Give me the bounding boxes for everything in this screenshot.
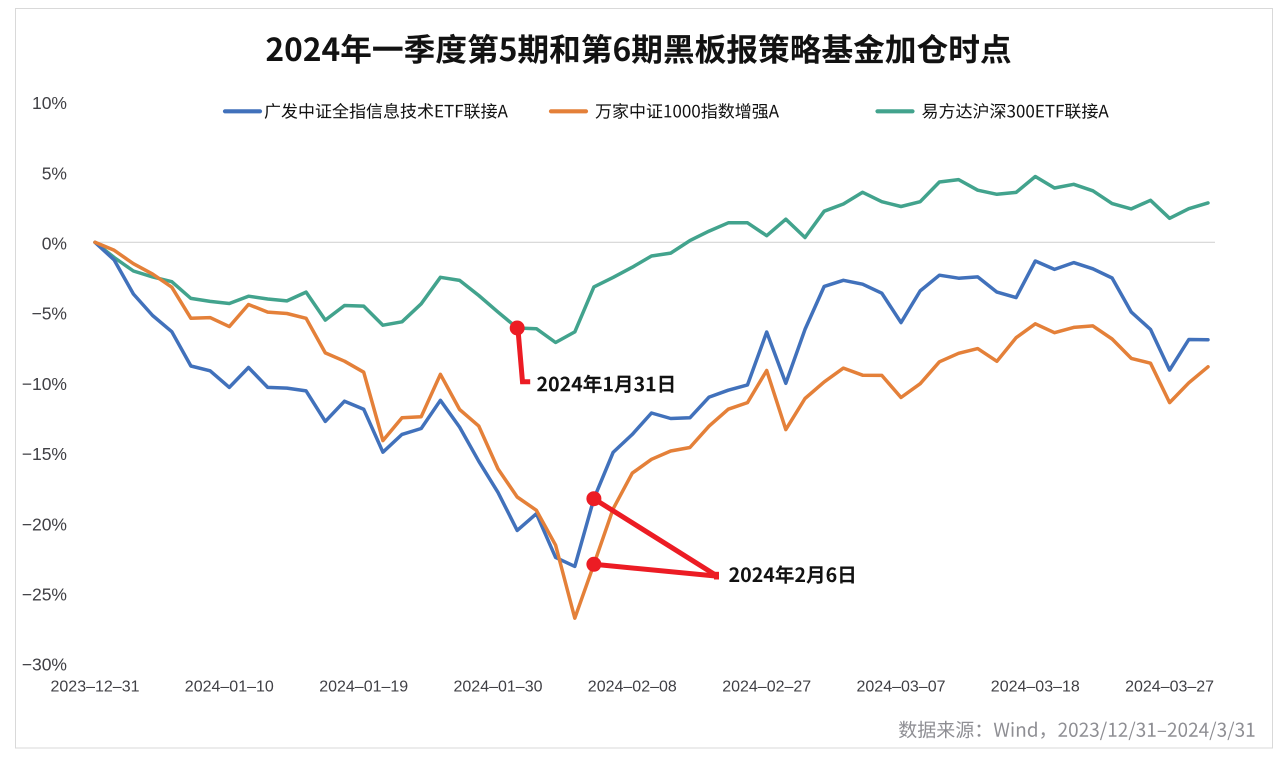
svg-text:2024–03–07: 2024–03–07: [857, 679, 946, 696]
svg-text:2024–03–27: 2024–03–27: [1125, 679, 1214, 696]
svg-text:2024–03–18: 2024–03–18: [991, 679, 1080, 696]
svg-text:2024–01–19: 2024–01–19: [319, 679, 408, 696]
svg-text:−15%: −15%: [22, 444, 67, 464]
svg-text:−20%: −20%: [22, 514, 67, 534]
svg-text:0%: 0%: [42, 234, 67, 254]
svg-text:−10%: −10%: [22, 374, 67, 394]
svg-text:2024–02–08: 2024–02–08: [588, 679, 677, 696]
svg-text:10%: 10%: [32, 93, 67, 113]
svg-text:−25%: −25%: [22, 585, 67, 605]
svg-text:−30%: −30%: [22, 655, 67, 675]
svg-text:2024–02–27: 2024–02–27: [722, 679, 811, 696]
svg-text:5%: 5%: [42, 163, 67, 183]
svg-text:2023–12–31: 2023–12–31: [51, 679, 140, 696]
svg-text:2024–01–30: 2024–01–30: [454, 679, 543, 696]
svg-text:−5%: −5%: [31, 304, 67, 324]
svg-text:2024–01–10: 2024–01–10: [185, 679, 274, 696]
